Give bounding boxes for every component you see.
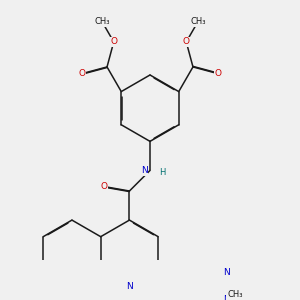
Text: N: N — [224, 295, 230, 300]
Text: CH₃: CH₃ — [227, 290, 243, 299]
Text: H: H — [159, 167, 165, 176]
Text: N: N — [126, 282, 133, 291]
Text: N: N — [141, 166, 148, 175]
Text: N: N — [224, 268, 230, 277]
Text: O: O — [79, 69, 86, 78]
Text: CH₃: CH₃ — [190, 17, 206, 26]
Text: CH₃: CH₃ — [94, 17, 110, 26]
Text: O: O — [214, 69, 221, 78]
Text: O: O — [183, 38, 190, 46]
Text: O: O — [110, 38, 117, 46]
Text: O: O — [100, 182, 107, 191]
